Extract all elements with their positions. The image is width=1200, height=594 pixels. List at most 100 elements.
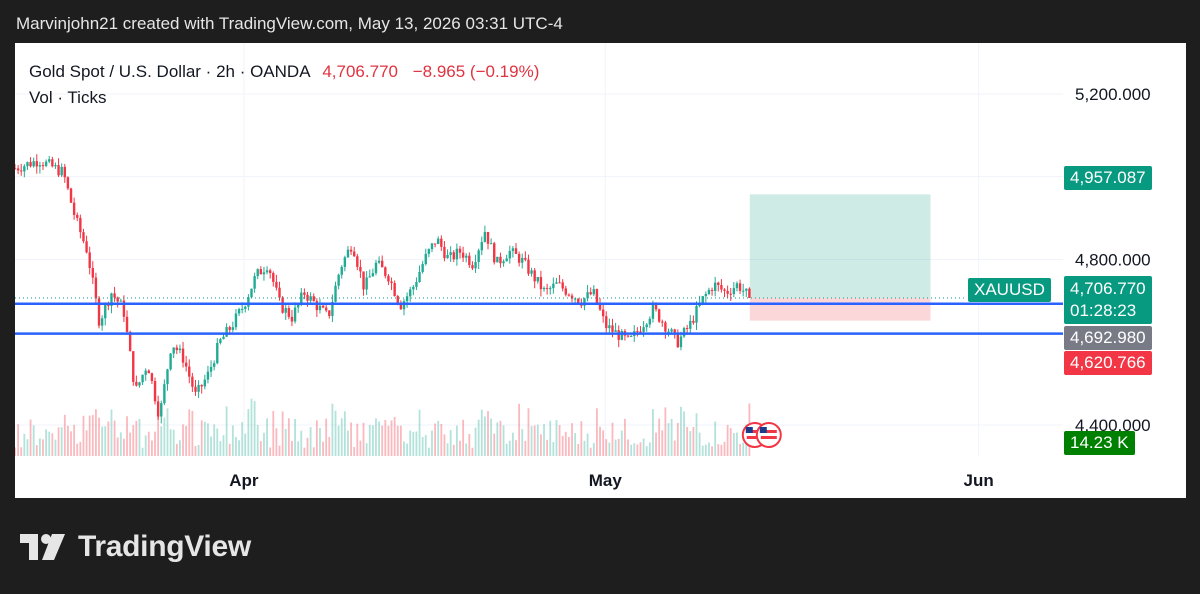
volume-bar — [157, 415, 160, 456]
candle-body — [60, 166, 63, 176]
candle-body — [458, 248, 462, 253]
candle-body — [552, 283, 555, 289]
candle-body — [216, 342, 219, 364]
volume-bar — [708, 442, 710, 456]
candle-body — [312, 296, 315, 302]
candle-body — [138, 382, 141, 386]
volume-bar — [689, 431, 692, 456]
volume-bar — [51, 433, 54, 456]
candle-body — [113, 293, 116, 298]
volume-bar — [446, 443, 449, 456]
candle-body — [682, 327, 686, 337]
candle-body — [368, 276, 371, 278]
volume-bar — [723, 441, 726, 456]
volume-bar — [179, 440, 181, 456]
candle-body — [23, 166, 26, 172]
chart-panel[interactable]: 5,200.0005,000.0004,800.0004,400.000AprM… — [15, 43, 1186, 498]
volume-bar — [720, 444, 723, 456]
volume-bar — [340, 418, 343, 456]
volume-bar — [701, 445, 704, 456]
volume-legend[interactable]: Vol · Ticks — [29, 88, 107, 107]
volume-bar — [132, 425, 135, 456]
candle-body — [144, 370, 147, 375]
candle-body — [362, 271, 365, 290]
volume-bar — [35, 445, 38, 456]
candle-body — [110, 293, 113, 306]
volume-bar — [698, 432, 701, 456]
candle-body — [661, 321, 664, 323]
volume-bar — [645, 446, 648, 456]
candle-body — [66, 177, 70, 189]
candle-body — [331, 301, 334, 316]
candle-body — [178, 348, 182, 351]
candle-body — [76, 214, 79, 218]
volume-bar — [658, 418, 661, 456]
volume-bar — [449, 430, 452, 456]
volume-bar — [116, 437, 119, 456]
volume-bar — [518, 403, 521, 456]
volume-bar — [272, 411, 275, 456]
volume-bar — [228, 443, 231, 456]
candle-body — [561, 282, 564, 289]
candle-body — [564, 288, 568, 295]
volume-bar — [306, 437, 309, 456]
candle-body — [20, 170, 23, 172]
x-axis-label: Apr — [229, 471, 259, 490]
volume-bar — [673, 440, 676, 456]
candle-body — [315, 301, 319, 311]
candle-body — [530, 270, 533, 274]
candle-body — [673, 329, 676, 333]
candle-body — [128, 331, 132, 352]
candle-body — [225, 327, 228, 337]
volume-bar — [483, 416, 486, 456]
volume-bar — [396, 425, 399, 456]
volume-bar — [493, 433, 496, 456]
volume-bar — [431, 430, 433, 456]
candle-body — [433, 243, 437, 245]
candle-body — [328, 310, 331, 316]
candle-body — [608, 325, 611, 329]
x-axis-label: May — [589, 471, 623, 490]
candle-body — [657, 309, 661, 322]
candle-body — [595, 289, 599, 303]
candle-body — [446, 255, 449, 259]
volume-bar — [459, 440, 461, 456]
tradingview-wordmark: TradingView — [78, 530, 251, 563]
volume-bar — [278, 445, 281, 456]
volume-bar — [375, 418, 377, 456]
volume-bar — [543, 424, 545, 456]
price-chart[interactable]: 5,200.0005,000.0004,800.0004,400.000AprM… — [15, 43, 1186, 498]
volume-bar — [343, 411, 346, 456]
volume-bar — [207, 423, 209, 456]
candle-body — [88, 252, 91, 269]
level-lower-tag: 4,620.766 — [1064, 351, 1152, 375]
volume-bar — [670, 418, 673, 456]
volume-bar — [163, 417, 166, 456]
candle-body — [399, 302, 403, 310]
volume-tag: 14.23 K — [1064, 431, 1135, 455]
candle-body — [79, 217, 82, 233]
candle-body — [262, 272, 266, 275]
candle-body — [465, 255, 468, 258]
candle-body — [35, 161, 38, 167]
candle-body — [63, 166, 66, 178]
current-price-tag: 4,706.770 01:28:23 — [1064, 276, 1152, 324]
candle-body — [184, 362, 188, 367]
volume-bar — [655, 432, 657, 456]
candle-body — [256, 269, 259, 277]
candle-body — [741, 290, 745, 292]
volume-bar — [356, 423, 359, 456]
volume-bar — [434, 423, 437, 456]
volume-bar — [322, 441, 324, 456]
volume-bar — [667, 423, 670, 456]
volume-bar — [505, 443, 508, 456]
candle-body — [664, 322, 667, 332]
candle-body — [723, 289, 726, 291]
candle-body — [592, 289, 596, 295]
volume-bar — [154, 431, 156, 456]
symbol-title[interactable]: Gold Spot / U.S. Dollar · 2h · OANDA — [29, 62, 310, 81]
candle-body — [300, 292, 303, 304]
candle-body — [499, 256, 502, 264]
candle-body — [293, 307, 297, 322]
volume-bar — [82, 415, 85, 456]
